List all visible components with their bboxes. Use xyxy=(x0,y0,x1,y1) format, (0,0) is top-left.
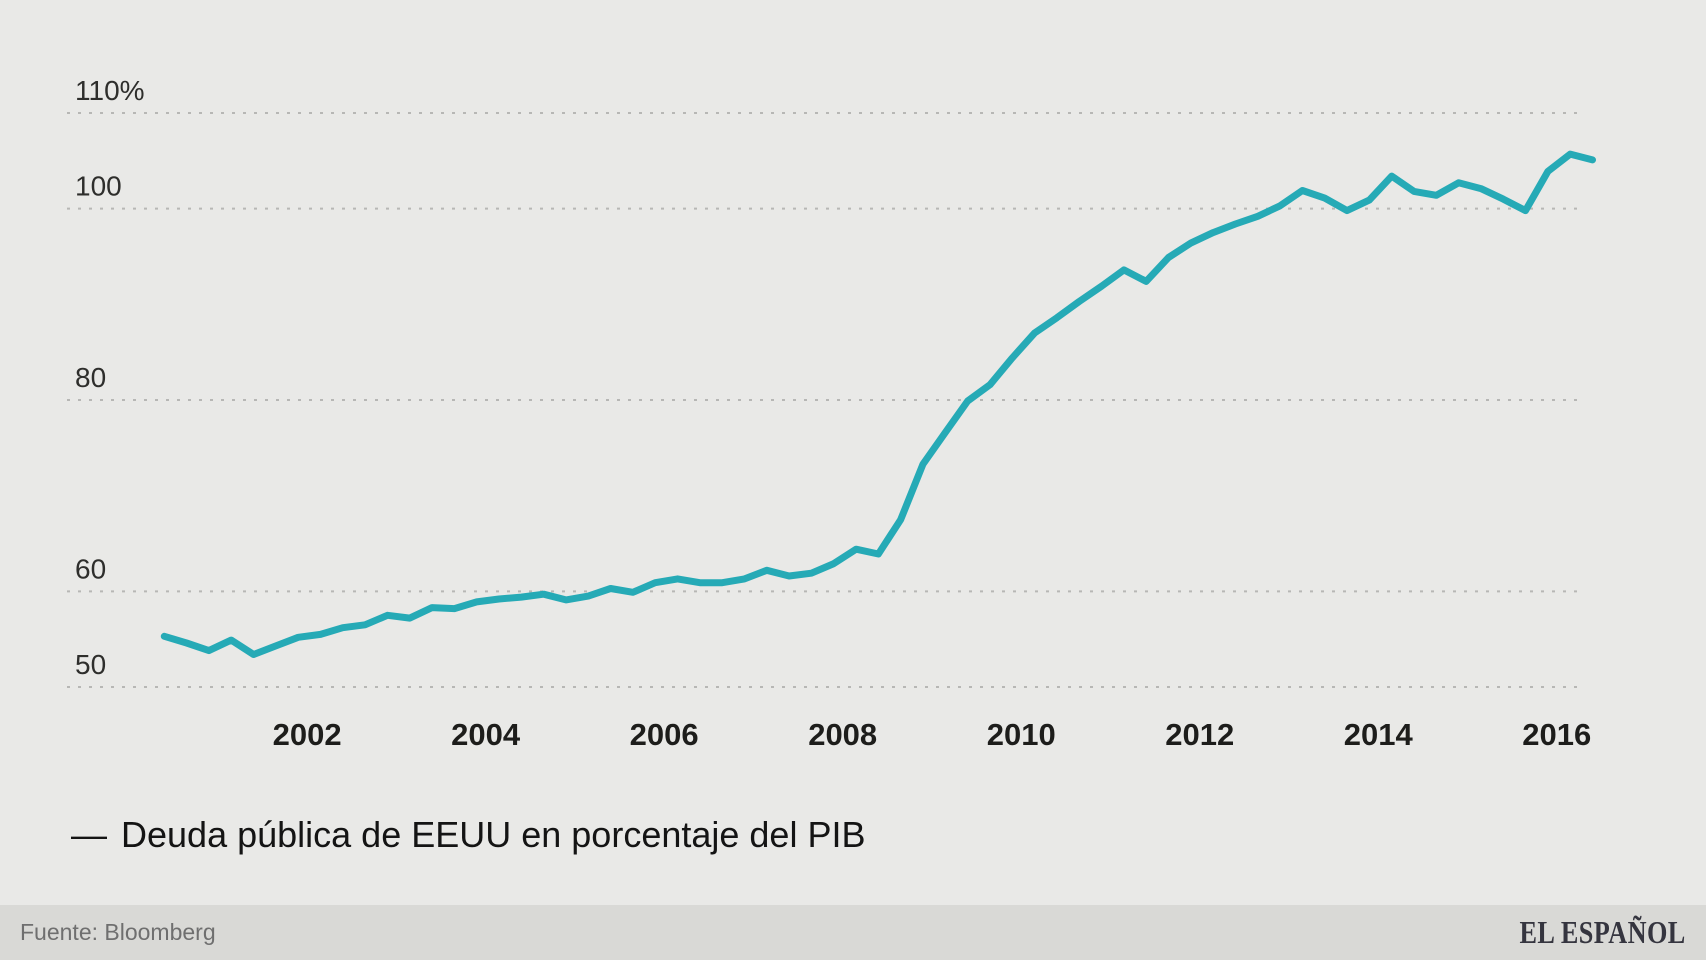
y-axis-tick-label: 60 xyxy=(75,553,106,584)
source-credit: Fuente: Bloomberg xyxy=(20,919,216,945)
line-chart-canvas: 110% 100 80 60 50 2002 2004 2006 2008 2010 2012 201… xyxy=(67,75,1596,752)
x-axis-tick-label: 2010 xyxy=(987,717,1056,752)
x-axis-tick-label: 2008 xyxy=(808,717,877,752)
y-axis-tick-label: 80 xyxy=(75,362,106,393)
el-espanol-logo: EL ESPAÑOL xyxy=(1519,914,1686,950)
x-axis-tick-label: 2012 xyxy=(1165,717,1234,752)
debt-pct-gdp-line xyxy=(160,150,1596,658)
y-axis-tick-label: 50 xyxy=(75,649,106,680)
x-axis-tick-label: 2004 xyxy=(451,717,521,752)
x-axis-tick-label: 2002 xyxy=(273,717,342,752)
y-axis-tick-label: 110% xyxy=(75,75,145,106)
chart-legend: — Deuda pública de EEUU en porcentaje de… xyxy=(71,814,865,856)
legend-line-marker: — xyxy=(71,814,107,855)
legend-series-label: Deuda pública de EEUU en porcentaje del … xyxy=(121,814,866,855)
y-axis-tick-label: 100 xyxy=(75,171,122,202)
x-axis-tick-label: 2006 xyxy=(630,717,699,752)
footer-bar: Fuente: Bloomberg EL ESPAÑOL xyxy=(0,905,1706,960)
x-axis-tick-label: 2014 xyxy=(1344,717,1414,752)
x-axis-tick-label: 2016 xyxy=(1522,717,1591,752)
